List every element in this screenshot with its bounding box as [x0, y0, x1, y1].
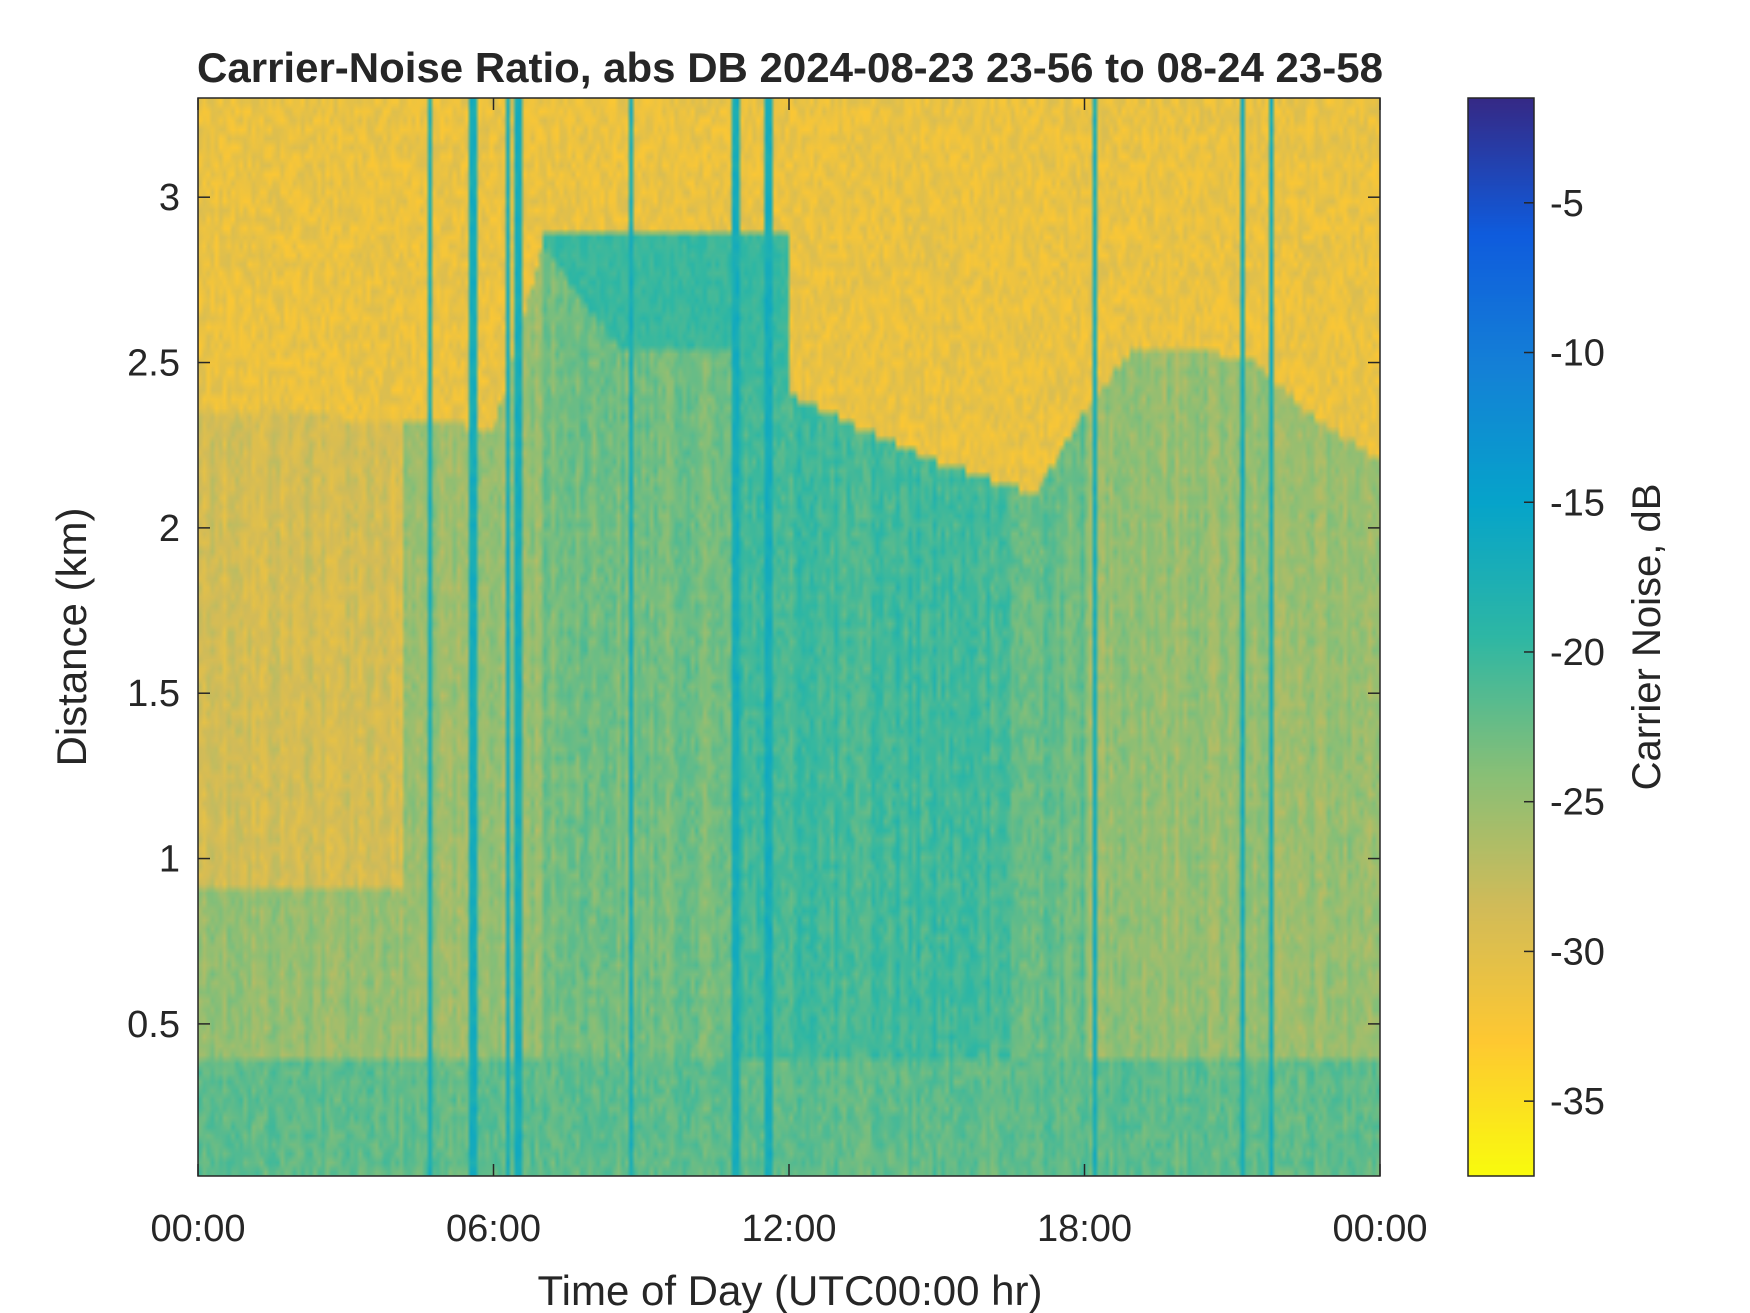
colorbar-tick-label: -25 [1550, 782, 1605, 824]
colorbar-frame [1467, 97, 1535, 1177]
x-tick-label: 12:00 [741, 1208, 836, 1250]
y-tick-label: 2.5 [127, 343, 180, 385]
x-tick-label: 00:00 [150, 1208, 245, 1250]
y-tick-label: 1 [159, 839, 180, 881]
colorbar-tick-label: -5 [1550, 183, 1584, 225]
y-axis-label: Distance (km) [48, 507, 95, 766]
colorbar-tick-label: -35 [1550, 1081, 1605, 1123]
chart-title: Carrier-Noise Ratio, abs DB 2024-08-23 2… [197, 44, 1383, 91]
colorbar-tick-label: -10 [1550, 333, 1605, 375]
y-tick-label: 2 [159, 508, 180, 550]
colorbar-tick-label: -20 [1550, 632, 1605, 674]
colorbar-axis: -5 -10 -15 -20 -25 -30 -35 [1524, 183, 1605, 1123]
colorbar-tick-label: -15 [1550, 482, 1605, 524]
y-tick-label: 0.5 [127, 1004, 180, 1046]
x-tick-label: 06:00 [446, 1208, 541, 1250]
x-axis: 00:00 06:00 12:00 18:00 00:00 [150, 98, 1428, 1250]
y-tick-label: 3 [159, 177, 180, 219]
colorbar-image [1468, 98, 1534, 1176]
y-tick-label: 1.5 [127, 673, 180, 715]
x-tick-label: 00:00 [1332, 1208, 1427, 1250]
heatmap-image [198, 98, 1380, 1176]
x-tick-label: 18:00 [1037, 1208, 1132, 1250]
y-axis: 0.5 1 1.5 2 2.5 3 [127, 177, 1380, 1046]
x-axis-label: Time of Day (UTC00:00 hr) [538, 1267, 1043, 1313]
colorbar-label: Carrier Noise, dB [1625, 484, 1669, 791]
colorbar-tick-label: -30 [1550, 931, 1605, 973]
